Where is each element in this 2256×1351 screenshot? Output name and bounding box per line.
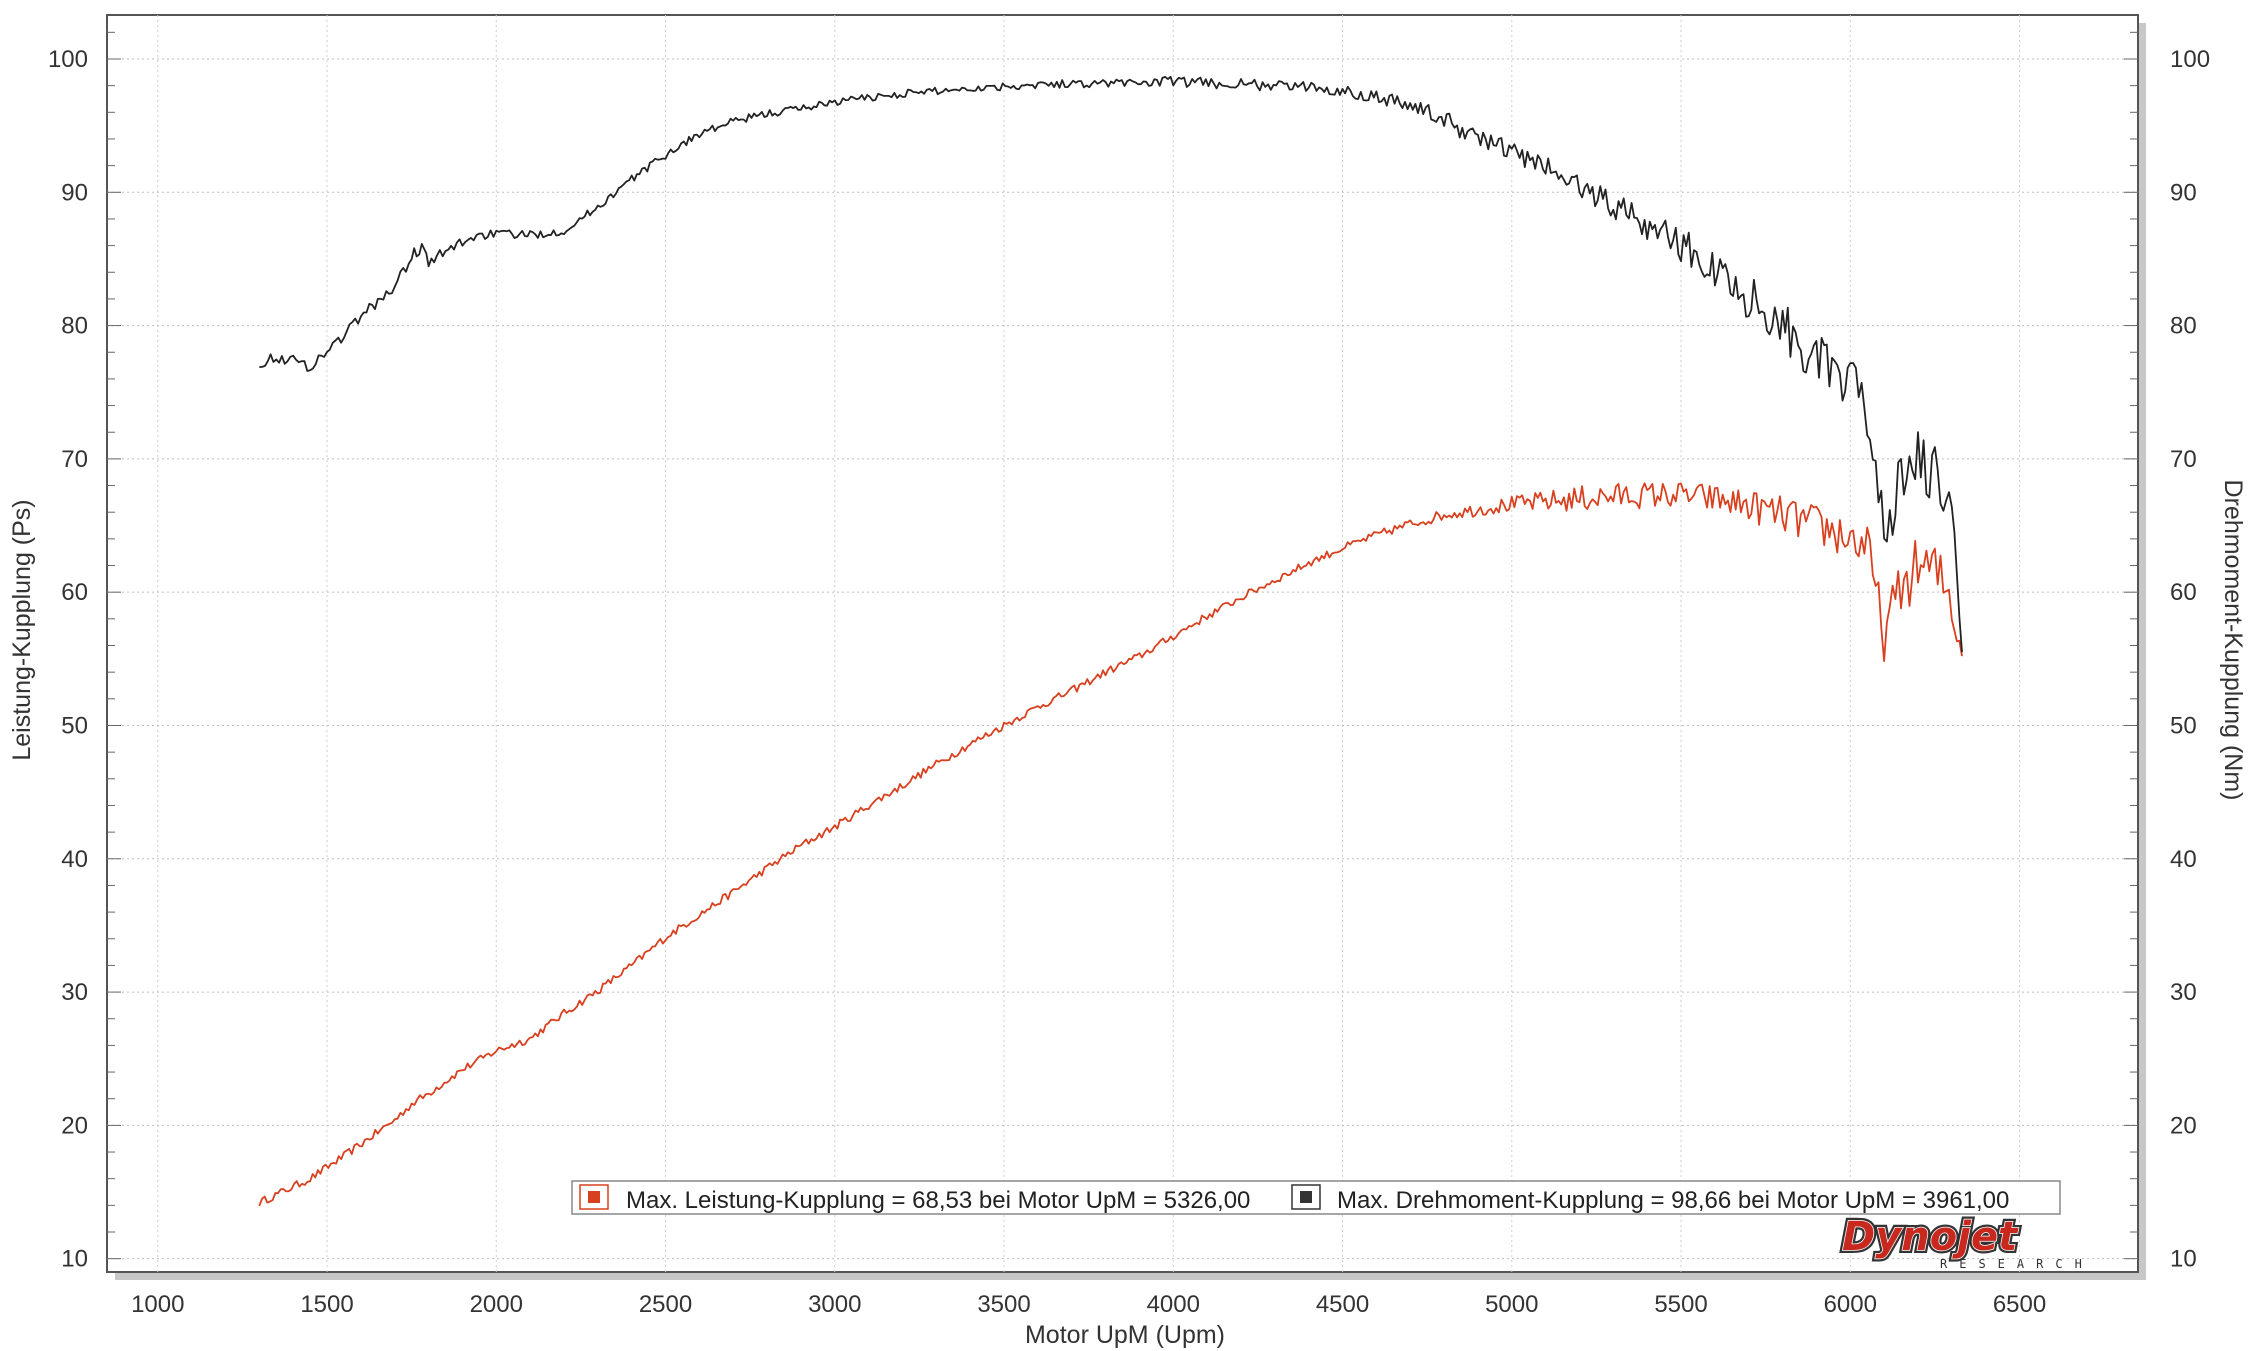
x-tick-label: 4000 (1147, 1291, 1200, 1318)
y-right-tick-label: 100 (2170, 46, 2210, 73)
x-tick-label: 1500 (300, 1291, 353, 1318)
legend-text-power: Max. Leistung-Kupplung = 68,53 bei Motor… (626, 1187, 1250, 1214)
y-left-tick-labels: 10 20 30 40 50 60 70 80 90 100 (48, 46, 88, 1273)
y-right-tick-label: 40 (2170, 846, 2197, 873)
y-right-tick-label: 90 (2170, 179, 2197, 206)
x-tick-label: 4500 (1316, 1291, 1369, 1318)
x-tick-label: 6000 (1824, 1291, 1877, 1318)
series-layer (258, 75, 1963, 1207)
x-tick-labels: 1000 1500 2000 2500 3000 3500 4000 4500 5000 5500… (131, 1291, 2046, 1318)
dynojet-logo: Dynojet Dynojet RESEARCH (1839, 1211, 2094, 1271)
y-right-tick-label: 10 (2170, 1246, 2197, 1273)
y-left-tick-label: 10 (61, 1246, 88, 1273)
y-left-tick-label: 100 (48, 46, 88, 73)
x-tick-label: 6500 (1993, 1291, 2046, 1318)
y-left-tick-label: 80 (61, 313, 88, 340)
y-right-tick-labels: 10 20 30 40 50 60 70 80 90 100 (2170, 46, 2210, 1273)
x-tick-label: 3000 (808, 1291, 861, 1318)
power-series-line (258, 482, 1963, 1207)
x-tick-label: 2500 (639, 1291, 692, 1318)
y-right-tick-label: 20 (2170, 1112, 2197, 1139)
logo-wordmark-fill: Dynojet (1842, 1214, 2019, 1260)
logo-subtext: RESEARCH (1940, 1257, 2094, 1271)
x-tick-label: 2000 (470, 1291, 523, 1318)
x-tick-label: 5000 (1485, 1291, 1538, 1318)
x-axis-title: Motor UpM (Upm) (1025, 1321, 1225, 1349)
x-tick-label: 5500 (1654, 1291, 1707, 1318)
grid-lines (107, 15, 2138, 1272)
y-right-tick-label: 60 (2170, 579, 2197, 606)
minor-ticks (107, 31, 2138, 1260)
y-left-tick-label: 30 (61, 979, 88, 1006)
y-right-tick-label: 50 (2170, 712, 2197, 739)
torque-series-line (259, 75, 1963, 653)
legend-text-torque: Max. Drehmoment-Kupplung = 98,66 bei Mot… (1337, 1187, 2009, 1214)
legend-swatch-torque-fill (1300, 1191, 1312, 1203)
y-left-tick-label: 50 (61, 712, 88, 739)
y-right-tick-label: 80 (2170, 313, 2197, 340)
x-tick-label: 3500 (977, 1291, 1030, 1318)
x-tick-label: 1000 (131, 1291, 184, 1318)
logo-wordmark: Dynojet (1842, 1214, 2019, 1260)
y-right-tick-label: 30 (2170, 979, 2197, 1006)
legend-swatch-power-fill (588, 1191, 600, 1203)
y-left-axis-title: Leistung-Kupplung (Ps) (8, 499, 36, 760)
y-right-axis-title: Drehmoment-Kupplung (Nm) (2219, 480, 2247, 801)
y-right-tick-label: 70 (2170, 446, 2197, 473)
y-left-tick-label: 60 (61, 579, 88, 606)
y-left-tick-label: 90 (61, 179, 88, 206)
y-left-tick-label: 70 (61, 446, 88, 473)
y-left-tick-label: 40 (61, 846, 88, 873)
plot-area (106, 14, 2139, 1273)
legend: Max. Leistung-Kupplung = 68,53 bei Motor… (571, 1180, 2061, 1215)
y-left-tick-label: 20 (61, 1112, 88, 1139)
